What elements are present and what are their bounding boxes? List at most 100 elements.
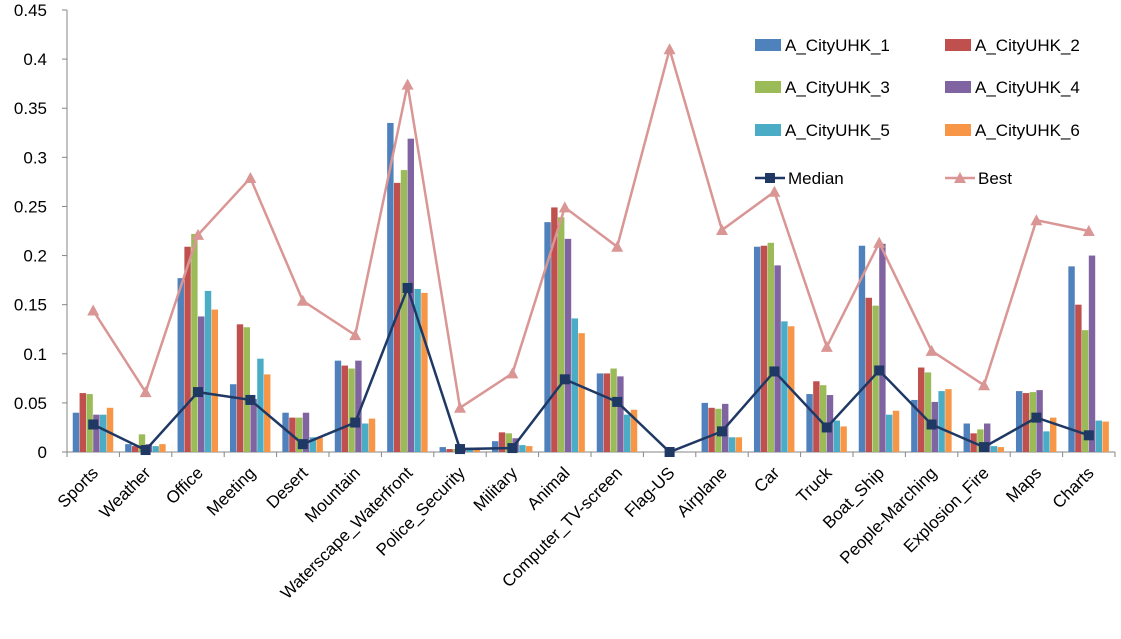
bar-a-cityuhk-1-18: [1015, 391, 1023, 452]
point-median-8: [507, 443, 518, 454]
x-tick-label: Police_Security: [373, 463, 470, 560]
bar-a-cityuhk-2-8: [498, 432, 506, 452]
point-median-17: [979, 442, 989, 453]
legend-swatch-a-cityuhk-6: [945, 124, 971, 136]
point-best-13: [768, 185, 781, 197]
point-median-0: [88, 419, 99, 430]
y-tick-label: 0.1: [23, 345, 47, 364]
point-median-12: [717, 426, 727, 437]
bar-a-cityuhk-6-10: [630, 409, 638, 452]
bar-a-cityuhk-4-10: [617, 376, 624, 452]
point-best-0: [87, 304, 100, 316]
legend-label-a-cityuhk-4: A_CityUHK_4: [975, 78, 1080, 97]
legend-label-a-cityuhk-6: A_CityUHK_6: [975, 121, 1080, 140]
bar-a-cityuhk-5-0: [100, 414, 107, 452]
bar-a-cityuhk-5-7: [466, 449, 474, 452]
legend-label-a-cityuhk-5: A_CityUHK_5: [785, 121, 890, 140]
bar-a-cityuhk-4-9: [564, 238, 572, 452]
bar-a-cityuhk-1-10: [596, 373, 604, 452]
bar-a-cityuhk-5-8: [519, 445, 526, 452]
point-median-13: [769, 366, 780, 377]
legend-swatch-a-cityuhk-4: [945, 81, 971, 93]
bar-a-cityuhk-6-0: [106, 407, 114, 452]
point-best-3: [244, 171, 257, 183]
line-best: [92, 44, 1090, 410]
point-median-10: [612, 396, 623, 407]
bar-a-cityuhk-5-15: [886, 414, 893, 452]
point-median-18: [1031, 412, 1042, 423]
y-tick-label: 0.35: [14, 99, 47, 118]
x-tick-label: Office: [162, 463, 207, 508]
bar-a-cityuhk-1-3: [229, 384, 237, 452]
bar-a-cityuhk-3-17: [977, 429, 984, 452]
point-best-18: [1030, 214, 1043, 226]
bar-a-cityuhk-2-2: [184, 246, 191, 452]
bar-a-cityuhk-5-1: [152, 446, 159, 452]
bar-a-cityuhk-3-9: [557, 217, 565, 452]
bar-a-cityuhk-1-13: [753, 246, 761, 452]
bar-a-cityuhk-3-4: [295, 417, 303, 452]
bar-a-cityuhk-4-5: [355, 360, 362, 452]
bar-a-cityuhk-3-14: [819, 385, 827, 452]
legend-swatch-a-cityuhk-3: [755, 81, 781, 93]
point-best-15: [873, 236, 886, 248]
bar-a-cityuhk-3-13: [767, 242, 774, 452]
bar-a-cityuhk-6-2: [211, 309, 219, 452]
bar-a-cityuhk-1-14: [806, 394, 813, 452]
bar-a-cityuhk-6-15: [892, 410, 900, 452]
point-best-19: [1082, 225, 1095, 236]
x-tick-label: Sports: [54, 463, 102, 511]
x-tick-label: Flag-US: [621, 463, 679, 521]
bar-a-cityuhk-1-7: [439, 447, 446, 452]
chart-axes: 0 0.05 0.1 0.15 0.2 0.25 0.3 0.35 0.4 0.45: [14, 1, 1116, 462]
point-best-17: [978, 379, 990, 391]
legend-swatch-a-cityuhk-1: [755, 39, 781, 51]
bar-a-cityuhk-5-12: [728, 437, 736, 452]
y-tick-label: 0.3: [23, 148, 47, 167]
bar-a-cityuhk-1-8: [491, 441, 499, 452]
bar-a-cityuhk-2-7: [446, 449, 453, 452]
x-tick-label: Meeting: [203, 463, 259, 519]
point-median-14: [821, 422, 832, 433]
legend-swatch-a-cityuhk-5: [755, 124, 781, 136]
point-best-2: [192, 228, 204, 240]
point-best-1: [139, 386, 152, 398]
bar-a-cityuhk-5-18: [1043, 431, 1050, 452]
bar-a-cityuhk-3-15: [872, 305, 879, 452]
point-median-6: [402, 282, 413, 293]
chart-lines: [87, 43, 1095, 457]
legend-marker-best: [954, 172, 966, 183]
bar-a-cityuhk-6-8: [526, 446, 533, 452]
bar-a-cityuhk-6-19: [1102, 421, 1109, 452]
bar-a-cityuhk-4-3: [250, 398, 257, 452]
bar-a-cityuhk-1-1: [125, 444, 132, 452]
line-median: [92, 284, 1090, 454]
x-tick-label: Weather: [96, 463, 155, 522]
bar-a-cityuhk-1-12: [701, 402, 708, 452]
point-median-19: [1083, 430, 1094, 441]
bar-a-cityuhk-1-15: [858, 245, 866, 452]
point-median-1: [140, 445, 151, 456]
y-tick-label: 0.45: [14, 1, 47, 20]
bar-a-cityuhk-5-13: [781, 321, 788, 452]
point-median-3: [245, 394, 256, 405]
x-tick-label: Maps: [1002, 463, 1045, 506]
bar-a-cityuhk-3-1: [138, 434, 146, 452]
bar-a-cityuhk-4-2: [198, 316, 205, 452]
x-tick-label: People-Marching: [836, 463, 940, 567]
bar-a-cityuhk-1-19: [1068, 266, 1075, 452]
bar-a-cityuhk-5-19: [1095, 420, 1103, 452]
y-tick-label: 0.4: [23, 50, 47, 69]
bar-a-cityuhk-1-0: [72, 412, 80, 452]
x-tick-label: Airplane: [673, 463, 731, 521]
bar-a-cityuhk-2-15: [865, 297, 872, 452]
bar-a-cityuhk-5-3: [257, 358, 264, 452]
legend-label-a-cityuhk-1: A_CityUHK_1: [785, 36, 890, 55]
bar-a-cityuhk-6-16: [945, 389, 952, 452]
bar-a-cityuhk-6-5: [368, 418, 376, 452]
bar-a-cityuhk-5-16: [938, 391, 945, 452]
bar-a-cityuhk-4-15: [879, 243, 886, 452]
bar-a-cityuhk-3-3: [243, 327, 250, 452]
bar-a-cityuhk-6-12: [735, 437, 743, 452]
